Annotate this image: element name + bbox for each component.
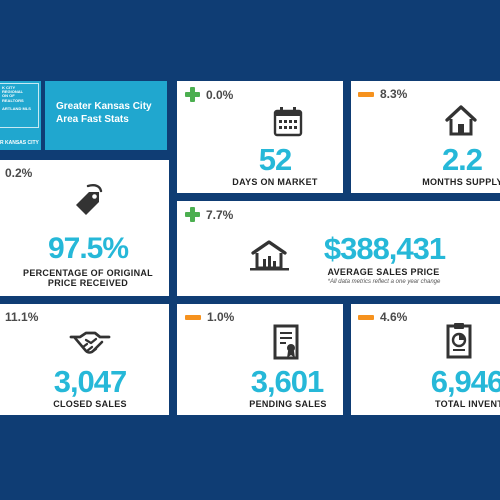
total-inventory-label: TOTAL INVENTORY — [434, 399, 500, 409]
handshake-icon — [69, 331, 111, 354]
total-inventory-change-value: 4.6% — [380, 310, 408, 324]
data-note: *All data metrics reflect a one year cha… — [327, 279, 441, 285]
page-title: Greater Kansas City Area Fast Stats — [56, 101, 152, 125]
months-supply-label: MONTHS SUPPLY — [422, 177, 500, 187]
realtors-logo: K CITY REGIONAL ON OF REALTORS ARTLAND M… — [0, 81, 41, 150]
percentage-original-price-card: 0.2% 97.5% PERCENTAGE OF ORIGINAL PRICE … — [0, 160, 169, 296]
days-on-market-value: 52 — [258, 142, 292, 177]
months-supply-value: 2.2 — [441, 142, 483, 177]
pending-sales-card: 1.0% 3,601 PENDING SALES — [177, 304, 343, 415]
certificate-icon — [273, 324, 299, 360]
calendar-icon — [273, 107, 303, 137]
logo-frame: K CITY REGIONAL ON OF REALTORS ARTLAND M… — [0, 83, 39, 128]
house-icon — [445, 105, 477, 136]
house-graph-icon — [250, 240, 289, 271]
percentage-original-price-value: 97.5% — [47, 232, 129, 265]
months-supply-card: 8.3% 2.2 MONTHS SUPPLY — [351, 81, 500, 193]
closed-sales-label: CLOSED SALES — [53, 399, 127, 409]
months-supply-change: 8.3% — [358, 87, 407, 101]
percentage-original-price-label: PERCENTAGE OF ORIGINAL PRICE RECEIVED — [23, 268, 153, 289]
days-on-market-change-value: 0.0% — [206, 87, 234, 102]
decrease-icon — [185, 314, 201, 320]
days-on-market-label: DAYS ON MARKET — [232, 177, 318, 187]
days-on-market-card: 0.0% 52 DAYS ON MARKET — [177, 81, 343, 193]
average-sales-price-value: $388,431 — [323, 231, 446, 266]
percentage-original-price-change-value: 0.2% — [5, 166, 33, 180]
header-title-box: Greater Kansas City Area Fast Stats — [45, 81, 167, 150]
decrease-icon — [358, 91, 374, 97]
closed-sales-change-value: 11.1% — [5, 310, 39, 324]
closed-sales-card: 11.1% 3,047 CLOSED SALES — [0, 304, 169, 415]
logo-line-3: ARTLAND MLS — [2, 105, 31, 111]
total-inventory-value: 6,946 — [430, 364, 500, 399]
average-sales-price-change-value: 7.7% — [206, 207, 234, 222]
months-supply-change-value: 8.3% — [380, 87, 408, 101]
pending-sales-change-value: 1.0% — [207, 310, 235, 324]
days-on-market-change: 0.0% — [185, 87, 233, 102]
total-inventory-change: 4.6% — [358, 310, 407, 324]
average-sales-price-card: 7.7% $388,431 AVERAGE SALES PRICE *All d… — [177, 201, 500, 296]
pending-sales-value: 3,601 — [250, 364, 325, 399]
logo-bottom-text: R KANSAS CITY — [0, 140, 39, 146]
increase-icon — [185, 87, 200, 102]
logo-line-2: ON OF REALTORS — [2, 93, 24, 103]
average-sales-price-change: 7.7% — [185, 207, 233, 222]
price-tag-icon — [76, 184, 103, 215]
average-sales-price-label: AVERAGE SALES PRICE — [327, 267, 440, 277]
closed-sales-value: 3,047 — [53, 364, 128, 399]
closed-sales-change: 11.1% — [5, 310, 38, 324]
percentage-original-price-change: 0.2% — [5, 166, 32, 180]
total-inventory-card: 4.6% 6,946 TOTAL INVENTORY — [351, 304, 500, 415]
pending-sales-label: PENDING SALES — [249, 399, 327, 409]
logo-line-1: K CITY REGIONAL — [2, 85, 24, 95]
increase-icon — [185, 207, 200, 222]
clipboard-chart-icon — [446, 323, 472, 359]
decrease-icon — [358, 314, 374, 320]
pending-sales-change: 1.0% — [185, 310, 234, 324]
